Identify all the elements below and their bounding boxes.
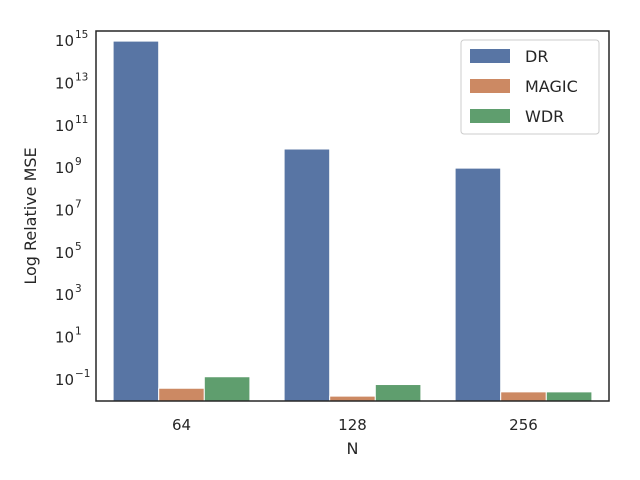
bar-dr-64 (112, 40, 160, 402)
y-tick-label: 10 (55, 32, 74, 50)
legend: DR MAGIC WDR (460, 39, 600, 135)
y-tick-label: 10 (55, 371, 74, 389)
legend-label-wdr: WDR (525, 107, 564, 126)
legend-swatch-magic (470, 79, 510, 93)
y-tick-label: 10 (55, 159, 74, 177)
y-tick-exponent: 3 (75, 283, 82, 295)
x-axis-ticks: 64 128 256 (172, 416, 538, 434)
y-tick-exponent: 9 (75, 156, 82, 168)
legend-swatch-wdr (470, 109, 510, 123)
y-axis-label: Log Relative MSE (21, 147, 40, 284)
y-tick-label: 10 (55, 201, 74, 219)
legend-swatch-dr (470, 49, 510, 63)
bar-dr-128 (283, 148, 331, 402)
bars-group (112, 40, 593, 402)
y-tick-exponent: 1 (75, 325, 82, 337)
plot-frame (95, 30, 610, 402)
x-axis-label: N (347, 439, 359, 458)
bar-dr-256 (454, 167, 502, 402)
y-tick-label: 10 (55, 117, 74, 135)
y-tick-label: 10 (55, 328, 74, 346)
bar-wdr-64 (203, 376, 251, 402)
y-tick-exponent: −1 (75, 368, 90, 380)
y-tick-exponent: 5 (75, 241, 82, 253)
x-tick-label: 64 (172, 416, 191, 434)
bar-wdr-128 (374, 384, 422, 402)
y-tick-label: 10 (55, 74, 74, 92)
bar-magic-64 (158, 387, 205, 402)
y-tick-exponent: 13 (75, 71, 88, 83)
legend-label-dr: DR (525, 47, 548, 66)
y-tick-exponent: 11 (75, 114, 88, 126)
y-tick-exponent: 7 (75, 198, 82, 210)
bar-wdr-256 (545, 391, 593, 402)
legend-label-magic: MAGIC (525, 77, 578, 96)
y-tick-exponent: 15 (75, 29, 88, 41)
x-tick-label: 128 (338, 416, 367, 434)
bar-magic-256 (500, 391, 547, 402)
y-tick-label: 10 (55, 244, 74, 262)
y-tick-label: 10 (55, 286, 74, 304)
x-tick-label: 256 (509, 416, 538, 434)
